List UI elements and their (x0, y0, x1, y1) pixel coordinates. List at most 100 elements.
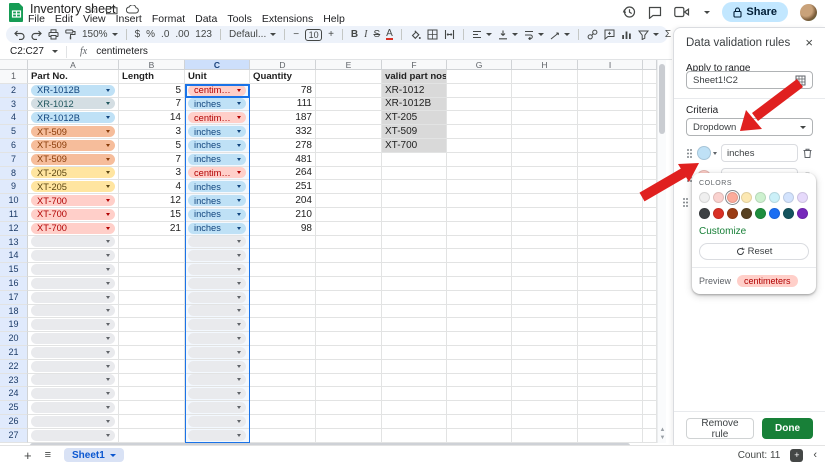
menu-extensions[interactable]: Extensions (261, 13, 314, 25)
cell-stub11[interactable] (643, 207, 657, 222)
meet-caret-icon[interactable] (704, 10, 711, 14)
cell-H19[interactable] (512, 318, 578, 333)
cell-H3[interactable] (512, 97, 578, 112)
cell-B23[interactable] (119, 373, 185, 388)
cell-F22[interactable] (382, 359, 447, 374)
cell-stub23[interactable] (643, 373, 657, 388)
cell-A1[interactable]: Part No. (28, 70, 119, 84)
cell-C3[interactable]: inches (185, 97, 250, 112)
palette-color-swatch[interactable] (741, 208, 752, 219)
cell-D11[interactable]: 210 (250, 207, 316, 222)
cell-F14[interactable] (382, 249, 447, 264)
cell-C18[interactable] (185, 304, 250, 319)
sheet-grid[interactable]: A B C D E F G H I 1 Part No. Length Unit Quantity vali… (0, 60, 657, 443)
row-header-20[interactable]: 20 (0, 332, 28, 346)
vertical-align-select[interactable] (498, 30, 518, 40)
cell-H23[interactable] (512, 373, 578, 388)
column-header-H[interactable]: H (512, 60, 578, 70)
cell-H5[interactable] (512, 125, 578, 139)
cell-C22[interactable] (185, 359, 250, 374)
horizontal-align-select[interactable] (472, 30, 492, 39)
scroll-up-icon[interactable]: ▲ (659, 427, 666, 433)
palette-color-swatch[interactable] (727, 192, 738, 203)
palette-color-swatch[interactable] (727, 208, 738, 219)
row-header-8[interactable]: 8 (0, 166, 28, 181)
cell-D20[interactable] (250, 332, 316, 346)
cell-I21[interactable] (578, 345, 643, 360)
meet-icon[interactable] (674, 6, 690, 18)
column-header-G[interactable]: G (447, 60, 512, 70)
cell-C14[interactable] (185, 249, 250, 264)
cell-E10[interactable] (316, 194, 382, 208)
cell-C19[interactable] (185, 318, 250, 333)
cell-B13[interactable] (119, 235, 185, 250)
cell-H11[interactable] (512, 207, 578, 222)
cell-stub26[interactable] (643, 414, 657, 429)
format-percent-button[interactable]: % (146, 29, 156, 40)
cell-stub17[interactable] (643, 290, 657, 305)
text-color-button[interactable]: A (386, 28, 393, 40)
range-input[interactable]: Sheet1!C2 (686, 71, 813, 89)
cell-H6[interactable] (512, 138, 578, 153)
cell-H7[interactable] (512, 152, 578, 167)
cell-G27[interactable] (447, 428, 512, 443)
cell-F21[interactable] (382, 345, 447, 360)
increase-font-button[interactable]: + (328, 29, 334, 40)
menu-insert[interactable]: Insert (115, 13, 142, 25)
done-button[interactable]: Done (762, 418, 813, 439)
drag-handle-icon[interactable] (686, 148, 693, 159)
dropdown-chip[interactable] (31, 415, 115, 427)
cloud-status-icon[interactable] (125, 5, 139, 14)
cell-A15[interactable] (28, 263, 119, 277)
zoom-select[interactable]: 150% (82, 29, 118, 40)
cell-C17[interactable] (185, 290, 250, 305)
sheet-tab[interactable]: Sheet1 (64, 448, 124, 462)
row-header-27[interactable]: 27 (0, 428, 28, 443)
cell-C2[interactable]: centimeters (185, 83, 250, 98)
row-header-2[interactable]: 2 (0, 83, 28, 98)
dropdown-chip[interactable]: inches (188, 181, 246, 193)
dropdown-chip[interactable]: centimeters (188, 112, 246, 124)
cell-E16[interactable] (316, 276, 382, 291)
cell-B9[interactable]: 4 (119, 180, 185, 195)
dropdown-chip[interactable] (188, 415, 246, 427)
grid-corner[interactable] (0, 60, 28, 70)
dropdown-chip[interactable]: XT-700 (31, 208, 115, 220)
cell-D17[interactable] (250, 290, 316, 305)
cell-B6[interactable]: 5 (119, 138, 185, 153)
dropdown-chip[interactable] (31, 360, 115, 372)
cell-H8[interactable] (512, 166, 578, 181)
cell-A22[interactable] (28, 359, 119, 374)
cell-G26[interactable] (447, 414, 512, 429)
cell-C15[interactable] (185, 263, 250, 277)
cell-A6[interactable]: XT-509 (28, 138, 119, 153)
cell-B25[interactable] (119, 401, 185, 415)
cell-F10[interactable] (382, 194, 447, 208)
cell-F4[interactable]: XT-205 (382, 111, 447, 126)
cell-A25[interactable] (28, 401, 119, 415)
row-header-5[interactable]: 5 (0, 125, 28, 139)
column-header-B[interactable]: B (119, 60, 185, 70)
color-swatch[interactable] (697, 146, 711, 160)
cell-stub5[interactable] (643, 125, 657, 139)
cell-I3[interactable] (578, 97, 643, 112)
decrease-font-button[interactable]: − (293, 29, 300, 40)
dropdown-chip[interactable] (188, 319, 246, 331)
cell-E15[interactable] (316, 263, 382, 277)
cell-H10[interactable] (512, 194, 578, 208)
dropdown-chip[interactable] (31, 402, 115, 414)
cell-I20[interactable] (578, 332, 643, 346)
vertical-scrollbar[interactable]: ▲ ▼ (657, 60, 666, 443)
cell-B7[interactable]: 7 (119, 152, 185, 167)
menu-format[interactable]: Format (151, 13, 186, 25)
row-header-22[interactable]: 22 (0, 359, 28, 374)
cell-G4[interactable] (447, 111, 512, 126)
cell-E21[interactable] (316, 345, 382, 360)
cell-E17[interactable] (316, 290, 382, 305)
cell-F9[interactable] (382, 180, 447, 195)
dropdown-chip[interactable]: inches (188, 195, 246, 207)
cell-stub1[interactable] (643, 70, 657, 84)
cell-I16[interactable] (578, 276, 643, 291)
palette-color-swatch[interactable] (699, 208, 710, 219)
dropdown-chip[interactable]: XT-700 (31, 222, 115, 234)
